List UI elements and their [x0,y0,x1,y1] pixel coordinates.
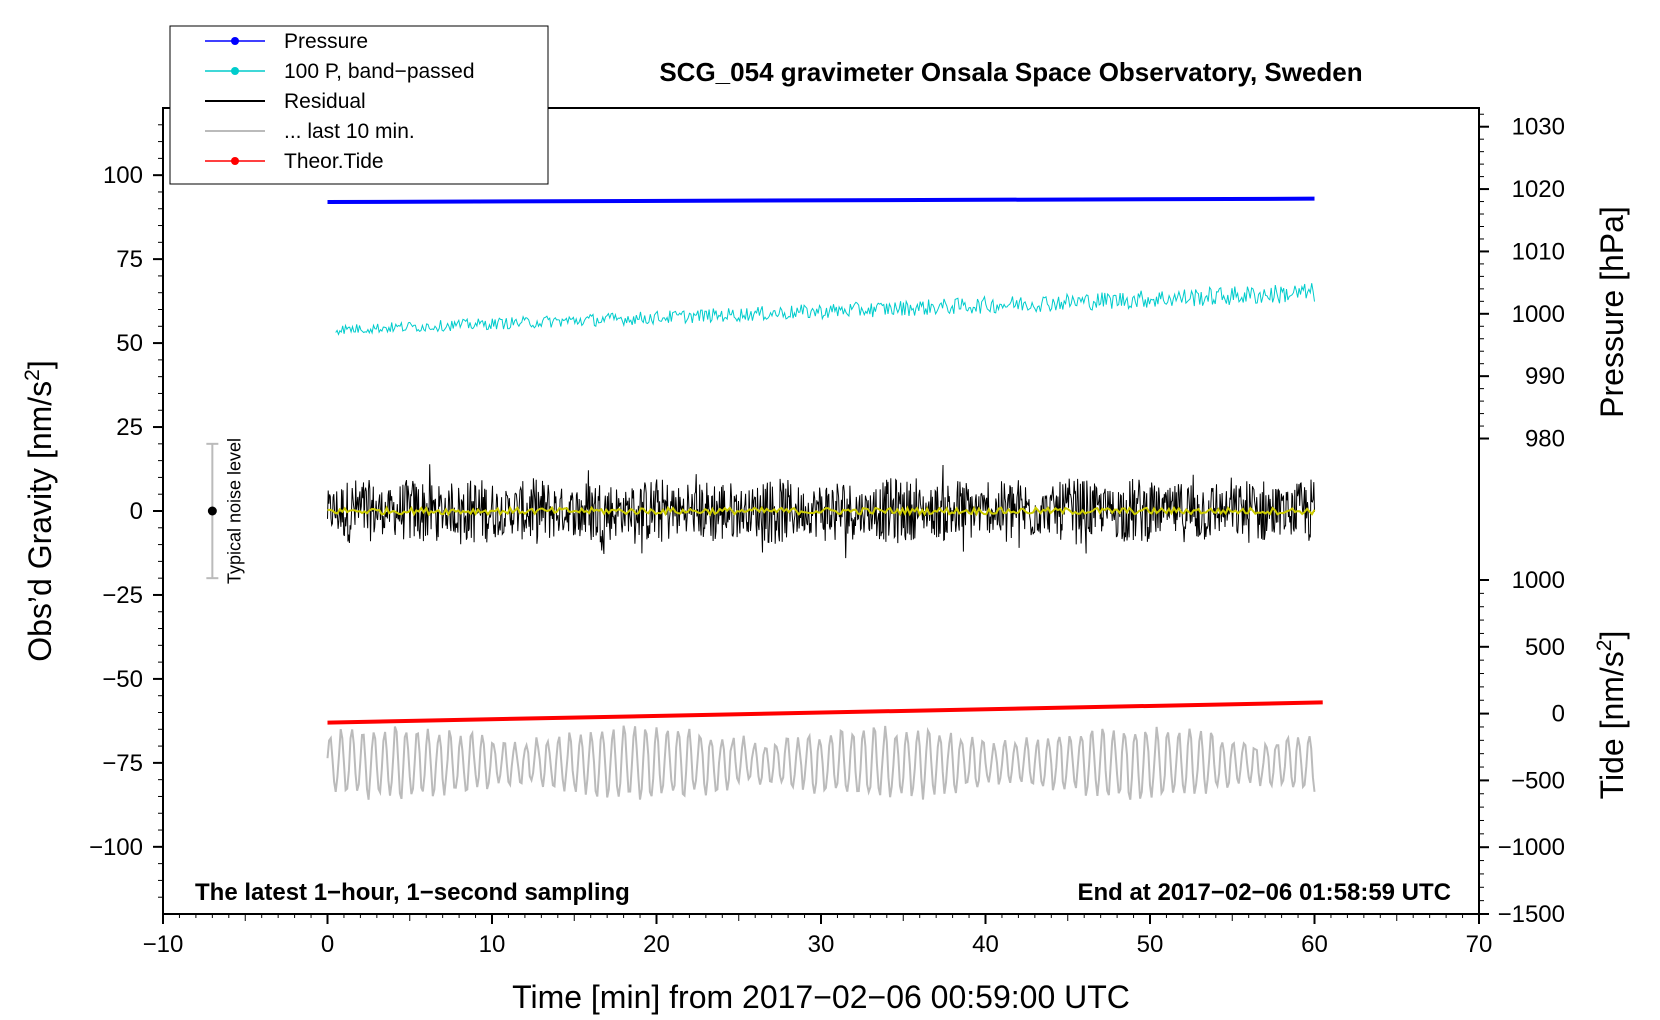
tide-tick-label: 1000 [1512,567,1565,594]
left-axis-title: Obs’d Gravity [nm/s2] [21,360,58,662]
x-tick-label: 10 [479,931,506,958]
pressure-tick-label: 990 [1525,363,1565,390]
series-theor-tide [327,700,1323,725]
pressure-tick-label: 1000 [1512,301,1565,328]
left-tick-label: 75 [116,246,143,273]
x-axis-title: Time [min] from 2017−02−06 00:59:00 UTC [512,979,1130,1015]
x-tick-label: 30 [808,931,835,958]
legend-item-last-10-min: ... last 10 min. [205,120,415,143]
tide-tick-label: −1500 [1498,901,1565,928]
legend-label-theor-tide: Theor.Tide [284,150,384,173]
legend-marker-band-passed [231,67,239,75]
legend: Pressure 100 P, band−passed Residual ...… [169,25,549,185]
left-tick-label: 25 [116,414,143,441]
tide-tick-label: 500 [1525,634,1565,661]
left-tick-label: −50 [102,666,143,693]
left-tick-label: −100 [89,834,143,861]
x-tick-label: 50 [1137,931,1164,958]
tide-tick-label: 0 [1552,701,1565,728]
legend-marker-theor-tide [231,157,239,165]
annotation-right: End at 2017−02−06 01:58:59 UTC [1077,879,1451,906]
x-tick-label: 60 [1301,931,1328,958]
x-tick-label: 70 [1466,931,1493,958]
legend-marker-pressure [231,37,239,45]
x-tick-label: 0 [321,931,334,958]
series-residual [327,464,1315,559]
legend-label-pressure: Pressure [284,30,368,53]
noise-center-dot [207,506,217,516]
left-tick-label: 0 [130,498,143,525]
noise-level-indicator: Typical noise level [206,438,244,584]
left-tick-label: 100 [103,162,143,189]
legend-label-residual: Residual [284,90,366,113]
left-tick-label: 50 [116,330,143,357]
pressure-tick-label: 1030 [1512,114,1565,141]
x-tick-label: 40 [972,931,999,958]
left-tick-label: −25 [102,582,143,609]
pressure-tick-label: 1010 [1512,238,1565,265]
tide-tick-label: −500 [1511,767,1565,794]
legend-item-band-passed: 100 P, band−passed [205,60,475,83]
tide-tick-label: −1000 [1498,834,1565,861]
pressure-tick-label: 1020 [1512,176,1565,203]
legend-item-pressure: Pressure [205,30,368,53]
annotation-left: The latest 1−hour, 1−second sampling [195,879,630,906]
left-tick-label: −75 [102,750,143,777]
ticks-layer: −10 0 10 20 30 40 50 60 701007550250−25−50−75−10… [89,114,1565,958]
legend-item-residual: Residual [205,90,366,113]
series-band-passed [335,283,1315,336]
x-tick-label: −10 [143,931,184,958]
chart-title: SCG_054 gravimeter Onsala Space Observat… [659,57,1362,87]
series-layer [326,196,1323,800]
pressure-axis-title: Pressure [hPa] [1594,206,1630,418]
x-tick-label: 20 [643,931,670,958]
legend-item-theor-tide: Theor.Tide [205,150,384,173]
noise-label: Typical noise level [224,438,244,584]
legend-label-band-passed: 100 P, band−passed [284,60,475,83]
legend-label-last-10-min: ... last 10 min. [284,120,415,143]
series-last-10-min [326,725,1316,800]
tide-axis-title: Tide [nm/s2] [1593,631,1630,800]
series-residual-smoothed [327,505,1316,517]
pressure-tick-label: 980 [1525,426,1565,453]
series-pressure [327,196,1315,205]
